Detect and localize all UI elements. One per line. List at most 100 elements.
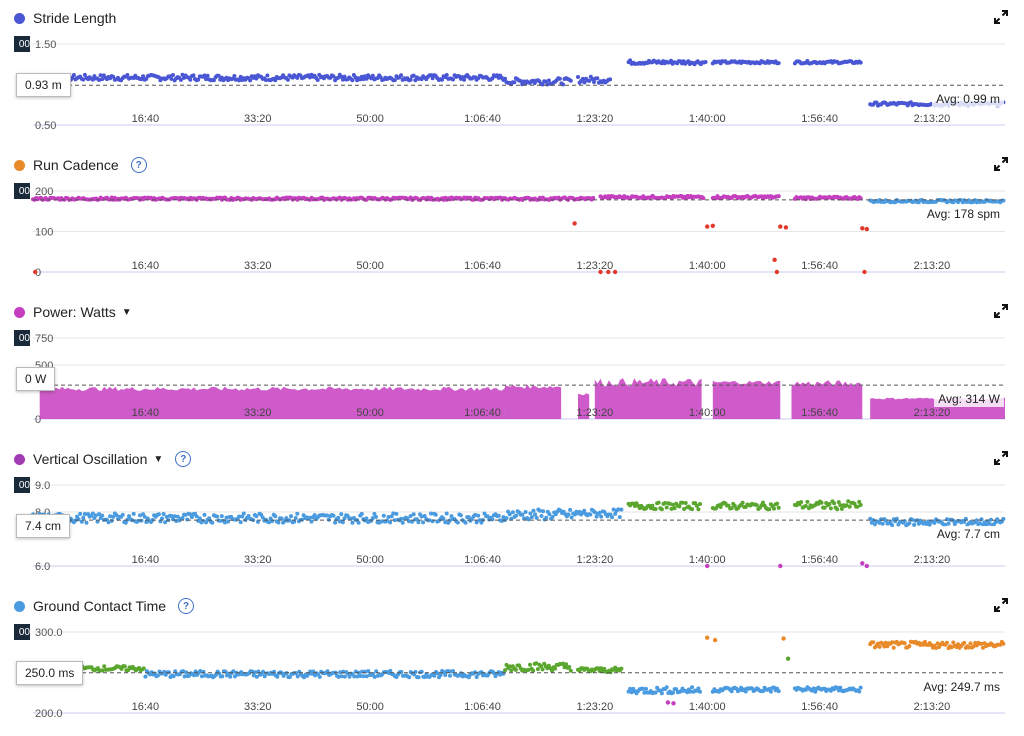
expand-icon[interactable] — [994, 10, 1008, 24]
data-point — [513, 667, 518, 672]
data-point — [123, 520, 128, 525]
data-point — [597, 510, 602, 515]
data-point — [342, 674, 347, 679]
hover-tooltip: 250.0 ms — [16, 661, 84, 685]
average-label: Avg: 249.7 ms — [919, 678, 1004, 695]
area-segment — [504, 384, 562, 419]
area-segment — [791, 380, 863, 419]
expand-icon[interactable] — [994, 304, 1008, 318]
outlier-point — [612, 269, 618, 275]
data-point — [197, 516, 202, 521]
x-tick-label: 1:56:40 — [801, 113, 838, 125]
data-point — [490, 76, 495, 81]
data-point — [232, 74, 237, 78]
x-tick-label: 1:23:20 — [576, 554, 613, 566]
x-tick-label: 50:00 — [356, 407, 384, 419]
data-point — [956, 642, 960, 647]
data-point — [968, 641, 973, 646]
area-segment — [577, 393, 590, 419]
data-point — [847, 504, 852, 509]
help-icon[interactable]: ? — [178, 598, 195, 614]
x-tick-label: 1:23:20 — [576, 701, 613, 713]
data-point — [912, 522, 917, 527]
help-icon[interactable]: ? — [130, 157, 147, 173]
data-point — [199, 674, 204, 679]
data-point — [599, 514, 604, 519]
data-point — [348, 516, 353, 521]
x-tick-label: 16:40 — [132, 407, 160, 419]
data-point — [540, 82, 545, 87]
data-point — [315, 78, 320, 82]
data-point — [962, 519, 967, 524]
data-point — [611, 507, 616, 512]
data-point — [218, 518, 223, 523]
data-point — [946, 521, 951, 526]
data-point — [180, 516, 185, 521]
legend-dot-icon — [14, 159, 25, 171]
data-point — [359, 511, 364, 516]
y-axis-tag: 00 — [14, 477, 30, 493]
legend-dot-icon — [14, 306, 25, 318]
data-point — [512, 80, 517, 85]
data-point — [839, 506, 844, 511]
outlier-point — [33, 269, 38, 275]
data-point — [419, 514, 424, 519]
outlier-point — [864, 563, 869, 569]
help-icon[interactable]: ? — [175, 451, 192, 467]
data-point — [122, 664, 127, 669]
data-point — [427, 518, 432, 523]
data-point — [189, 515, 194, 520]
x-tick-label: 2:13:20 — [914, 554, 951, 566]
data-point — [364, 674, 369, 679]
data-point — [951, 640, 956, 645]
data-point — [444, 511, 449, 516]
data-point — [238, 74, 243, 79]
chart-panel-1: Run Cadence? 200 100 0 16:40 33:20 50:00 1:06:4… — [0, 147, 1024, 294]
data-point — [111, 514, 116, 519]
data-point — [399, 73, 404, 78]
data-point — [256, 519, 260, 524]
data-point — [653, 690, 658, 695]
data-point — [534, 515, 539, 520]
data-point — [688, 689, 693, 694]
outlier-point — [712, 637, 718, 643]
data-point — [871, 640, 876, 645]
data-point — [205, 73, 210, 78]
data-point — [76, 517, 81, 522]
data-point — [120, 512, 125, 517]
data-point — [891, 645, 896, 650]
data-point — [93, 513, 98, 518]
outlier-point — [705, 563, 710, 569]
data-point — [169, 514, 174, 518]
data-point — [696, 686, 701, 691]
data-point — [561, 82, 565, 87]
average-label: Avg: 0.99 m — [932, 91, 1004, 108]
data-point — [71, 73, 76, 77]
data-point — [430, 76, 435, 81]
expand-icon[interactable] — [994, 451, 1008, 465]
x-tick-label: 33:20 — [244, 701, 272, 713]
expand-icon[interactable] — [994, 598, 1008, 612]
data-point — [916, 521, 921, 526]
data-point — [671, 502, 675, 507]
dropdown-caret-icon[interactable]: ▼ — [121, 306, 132, 318]
y-tick-label: 0 — [35, 267, 41, 279]
data-point — [593, 510, 597, 515]
data-point — [90, 77, 95, 82]
x-tick-label: 1:23:20 — [576, 260, 613, 272]
data-point — [544, 515, 549, 520]
x-tick-label: 1:40:00 — [689, 701, 726, 713]
data-point — [336, 674, 341, 679]
data-point — [890, 640, 895, 645]
data-point — [694, 503, 699, 508]
data-point — [885, 644, 890, 649]
expand-icon[interactable] — [994, 157, 1008, 171]
data-point — [178, 77, 183, 82]
data-point — [522, 516, 526, 521]
data-point — [265, 73, 270, 78]
data-point — [414, 517, 419, 522]
dropdown-caret-icon[interactable]: ▼ — [153, 453, 164, 465]
data-point — [169, 76, 174, 81]
outlier-point — [606, 269, 611, 275]
